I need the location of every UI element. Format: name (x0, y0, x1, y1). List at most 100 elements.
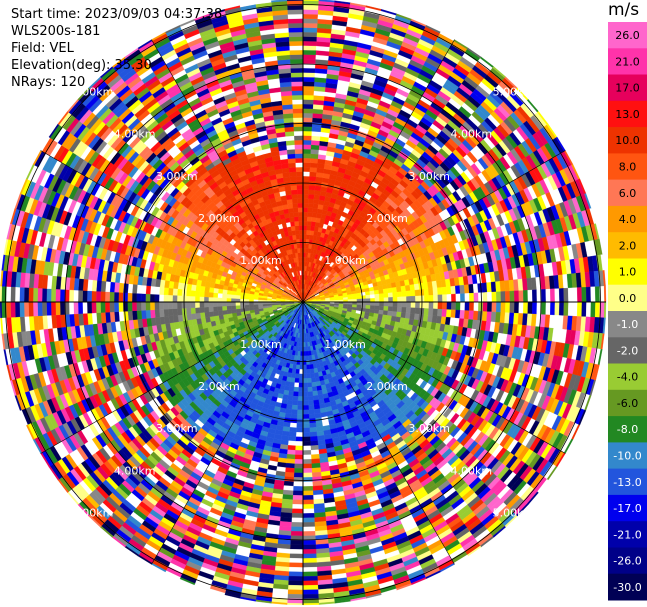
ppi-gates (0, 0, 607, 606)
range-gate (302, 13, 319, 20)
range-gate (423, 308, 429, 316)
range-gate (313, 399, 320, 406)
range-gate (414, 307, 420, 315)
range-gate (288, 386, 295, 392)
range-gate (383, 292, 389, 298)
range-gate (287, 593, 304, 600)
range-gate (309, 167, 318, 173)
range-gate (294, 463, 304, 469)
range-gate (285, 458, 295, 464)
range-gate (550, 301, 556, 316)
range-gate (433, 301, 439, 310)
range-gate (567, 287, 574, 303)
range-gate (302, 198, 309, 204)
range-gate (307, 211, 313, 218)
range-gate (305, 355, 310, 361)
range-gate (309, 427, 317, 433)
range-gate (289, 544, 304, 550)
range-gate (302, 139, 312, 145)
range-gate (295, 441, 304, 447)
range-gate (288, 390, 294, 397)
range-gate (291, 508, 304, 514)
range-gate (307, 216, 313, 222)
range-gate (563, 301, 569, 317)
range-gate (310, 454, 320, 460)
range-gate (289, 557, 304, 564)
range-gate (302, 566, 318, 573)
range-gate (487, 291, 493, 303)
range-gate (312, 390, 318, 397)
range-gate (590, 286, 596, 303)
range-gate (307, 202, 314, 209)
range-gate (396, 286, 402, 293)
range-gate (302, 382, 308, 388)
range-gate (352, 296, 358, 300)
range-gate (302, 584, 319, 591)
range-gate (576, 287, 583, 303)
range-gate (387, 292, 394, 298)
range-gate (500, 301, 506, 313)
range-gate (468, 310, 474, 321)
range-gate (289, 381, 295, 388)
range-gate (311, 462, 321, 469)
range-gate (302, 504, 314, 510)
range-gate (338, 297, 344, 301)
range-gate (302, 153, 311, 159)
range-gate (302, 121, 313, 127)
range-gate (428, 308, 434, 316)
range-gate (313, 194, 321, 200)
range-gate (302, 531, 316, 537)
range-gate (496, 291, 502, 303)
range-gate (295, 368, 300, 375)
range-gate (558, 288, 565, 303)
range-gate (383, 301, 389, 307)
range-gate (302, 157, 311, 163)
range-gate (392, 301, 398, 308)
range-gate (311, 135, 321, 142)
range-gate (312, 113, 323, 119)
range-gate (308, 185, 316, 191)
range-gate (387, 306, 394, 312)
range-gate (302, 486, 314, 492)
range-gate (405, 284, 411, 292)
range-gate (308, 198, 314, 204)
range-gate (464, 301, 470, 311)
range-gate (311, 216, 317, 223)
range-gate (309, 176, 317, 182)
range-gate (302, 162, 311, 168)
range-gate (302, 463, 312, 469)
range-gate (302, 220, 308, 226)
range-gate (297, 396, 304, 402)
range-gate (401, 291, 407, 297)
range-gate (455, 293, 461, 303)
range-gate (288, 575, 304, 582)
range-gate (468, 283, 474, 294)
range-gate (302, 593, 319, 600)
range-gate (527, 289, 533, 303)
range-gate (302, 544, 317, 550)
range-gate (455, 285, 461, 295)
range-gate (514, 301, 520, 314)
range-gate (306, 225, 312, 231)
range-gate (311, 381, 317, 388)
range-gate (373, 289, 380, 295)
range-gate (302, 508, 315, 514)
range-gate (491, 291, 497, 303)
range-gate (290, 531, 304, 537)
range-gate (290, 413, 298, 419)
range-gate (297, 391, 304, 397)
range-gate (302, 58, 316, 64)
range-gate (306, 368, 311, 375)
range-gate (469, 292, 475, 303)
range-gate (567, 301, 574, 317)
range-gate (292, 504, 304, 510)
range-gate (400, 285, 407, 292)
range-gate (288, 571, 304, 577)
range-gate (401, 307, 407, 313)
range-gate (518, 290, 524, 303)
range-gate (297, 405, 304, 411)
range-gate (298, 373, 304, 379)
range-gate (309, 162, 318, 168)
range-gate (558, 301, 565, 316)
range-gate (302, 67, 316, 73)
